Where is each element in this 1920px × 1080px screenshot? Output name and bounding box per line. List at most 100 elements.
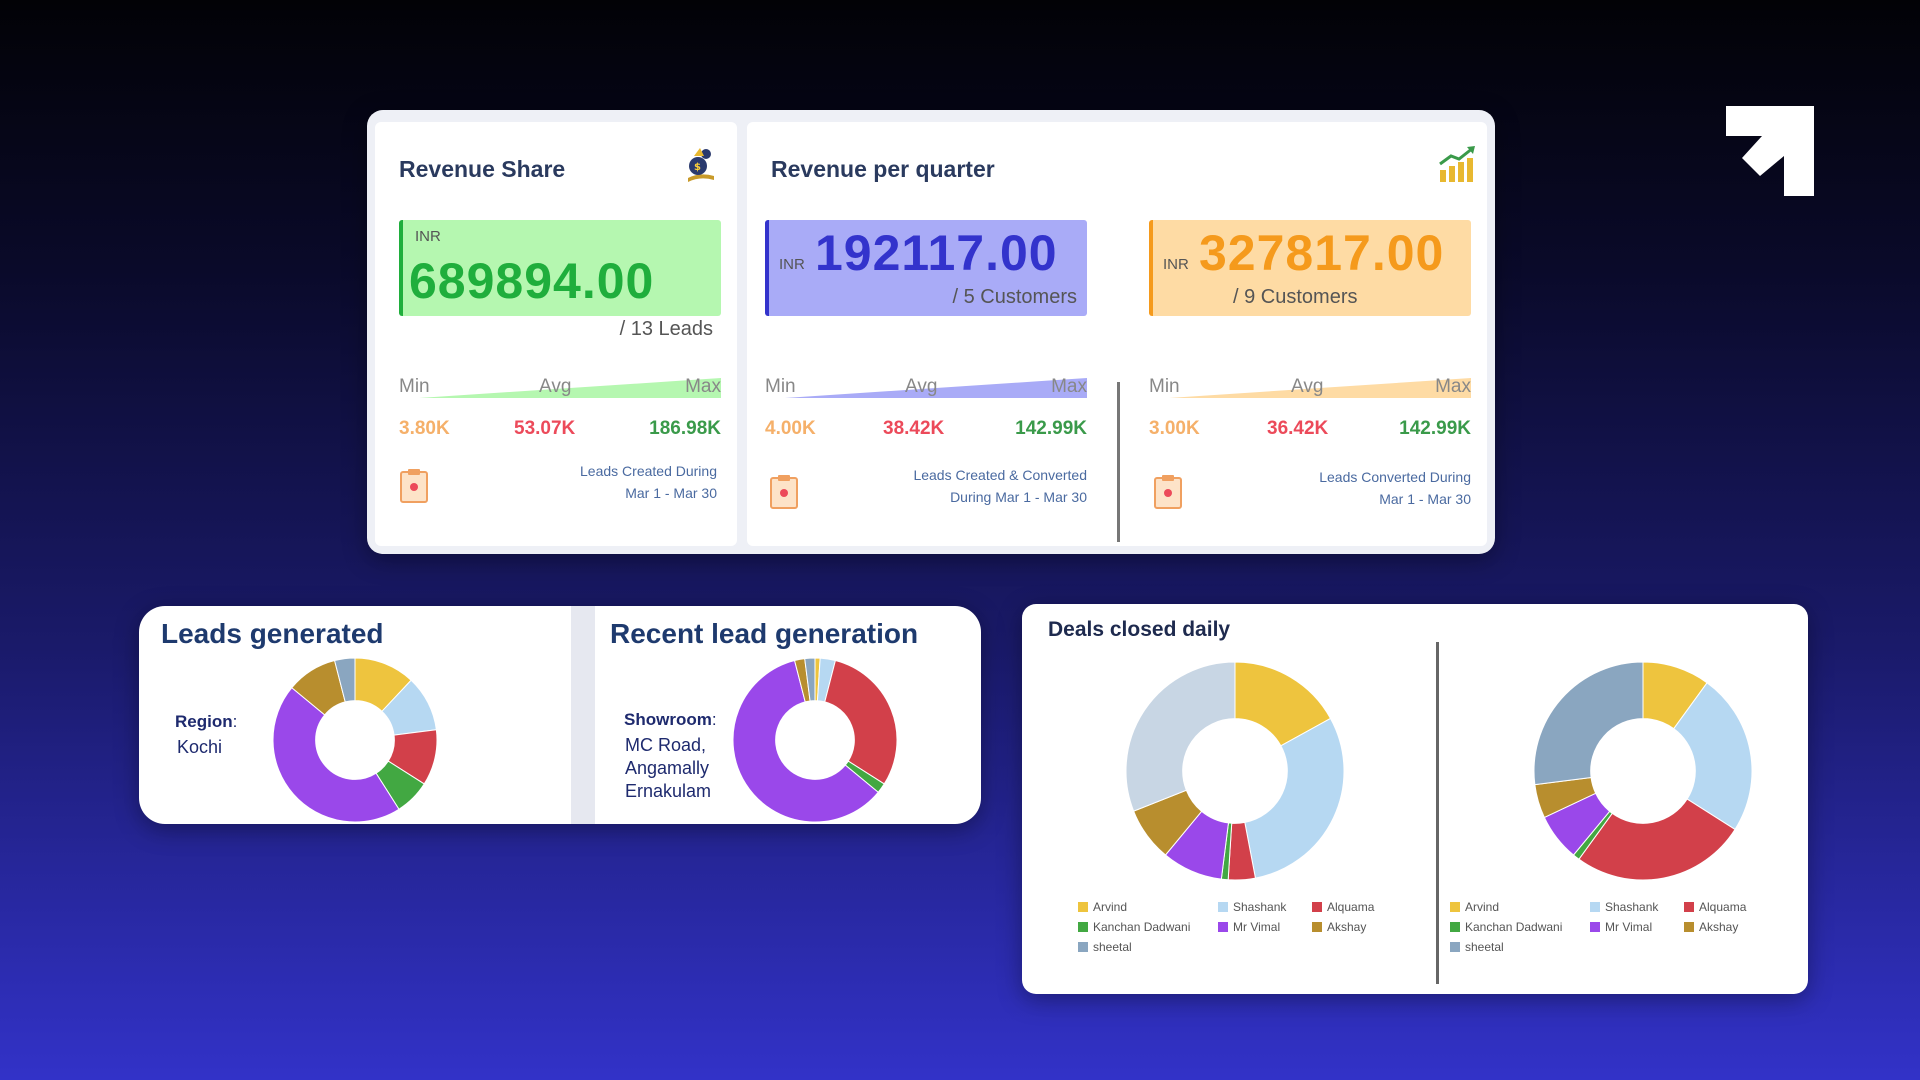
legend-label: Arvind <box>1465 900 1500 914</box>
legend-label: Alquama <box>1699 900 1747 914</box>
currency-label: INR <box>1163 256 1189 273</box>
quarter-kpi-right: INR 327817.00 / 9 Customers <box>1149 220 1471 316</box>
quarter-right-amount: 327817.00 <box>1199 225 1445 281</box>
note-line-2: Mar 1 - Mar 30 <box>1379 491 1471 507</box>
min-avg-max-range: Min Avg Max <box>1149 374 1471 404</box>
colon-separator: : <box>232 712 238 731</box>
revenue-quarter-title: Revenue per quarter <box>771 156 995 182</box>
legend-item-kanchan-dadwani: Kanchan Dadwani <box>1450 920 1562 934</box>
note-line-1: Leads Created During <box>580 463 717 479</box>
legend-item-alquama: Alquama <box>1312 900 1374 914</box>
brand-logo-icon <box>1726 106 1814 196</box>
legend-swatch <box>1684 902 1694 912</box>
legend-swatch <box>1312 902 1322 912</box>
legend-swatch <box>1312 922 1322 932</box>
quarter-right-customers: / 9 Customers <box>1233 286 1358 308</box>
leads-separator <box>571 606 595 824</box>
showroom-line: MC Road, <box>625 735 707 755</box>
svg-text:$: $ <box>694 162 701 173</box>
avg-label: Avg <box>905 376 938 397</box>
min-value: 3.80K <box>399 418 450 439</box>
legend-label: Kanchan Dadwani <box>1093 920 1191 934</box>
revenue-share-card: Revenue Share $ INR 689894.00 / 13 Leads… <box>375 122 737 546</box>
legend-swatch <box>1078 922 1088 932</box>
legend-label: Akshay <box>1327 920 1367 934</box>
range-values: 3.00K 36.42K 142.99K <box>1149 418 1471 444</box>
revenue-share-amount: 689894.00 <box>409 253 655 309</box>
clipboard-icon <box>400 469 428 503</box>
min-avg-max-range: Min Avg Max <box>765 374 1087 404</box>
max-label: Max <box>1435 376 1471 397</box>
max-value: 142.99K <box>1399 418 1471 439</box>
range-values: 4.00K 38.42K 142.99K <box>765 418 1087 444</box>
legend-swatch <box>1078 942 1088 952</box>
donut-slice-sheetal <box>1125 661 1236 812</box>
legend-item-shashank: Shashank <box>1218 900 1286 914</box>
vertical-divider <box>1436 642 1439 984</box>
recent-lead-generation-title: Recent lead generation <box>610 618 919 649</box>
min-avg-max-range: Min Avg Max <box>399 374 721 404</box>
leads-created-note: Leads Created During Mar 1 - Mar 30 <box>580 460 717 504</box>
avg-value: 38.42K <box>883 418 945 439</box>
region-info: Region: <box>175 712 237 732</box>
clipboard-icon <box>770 475 798 509</box>
avg-label: Avg <box>1291 376 1324 397</box>
leads-generated-title: Leads generated <box>161 618 384 649</box>
donut-slice-shashank <box>1673 682 1753 831</box>
bar-chart-growth-icon <box>1439 146 1475 182</box>
legend-item-sheetal: sheetal <box>1078 940 1132 954</box>
colon-separator: : <box>711 710 717 729</box>
legend-label: Arvind <box>1093 900 1128 914</box>
legend-item-arvind: Arvind <box>1450 900 1499 914</box>
showroom-info: Showroom: <box>624 710 717 730</box>
showroom-line: Angamally <box>625 758 710 778</box>
legend-swatch <box>1450 942 1460 952</box>
leads-generated-donut <box>272 657 438 823</box>
note-line-1: Leads Created & Converted <box>913 467 1087 483</box>
quarter-left-customers: / 5 Customers <box>952 286 1077 308</box>
leads-converted-note: Leads Converted During Mar 1 - Mar 30 <box>1251 466 1471 510</box>
legend-item-akshay: Akshay <box>1312 920 1366 934</box>
legend-item-kanchan-dadwani: Kanchan Dadwani <box>1078 920 1190 934</box>
legend-item-akshay: Akshay <box>1684 920 1738 934</box>
revenue-share-title: Revenue Share <box>399 156 566 182</box>
deals-donut-left <box>1125 661 1345 881</box>
money-bag-icon: $ <box>688 148 714 182</box>
deals-closed-title: Deals closed daily <box>1048 618 1231 641</box>
currency-label: INR <box>415 228 441 245</box>
vertical-divider <box>1117 382 1120 542</box>
note-line-2: During Mar 1 - Mar 30 <box>950 489 1087 505</box>
donut-slice-sheetal <box>1533 661 1644 786</box>
deals-closed-panel: Deals closed daily Arvind Shashank Alquama… <box>1022 604 1808 994</box>
leads-converted-note: Leads Created & Converted During Mar 1 -… <box>867 464 1087 508</box>
legend-label: sheetal <box>1465 940 1504 954</box>
legend-label: Alquama <box>1327 900 1375 914</box>
avg-value: 36.42K <box>1267 418 1329 439</box>
min-label: Min <box>765 376 796 397</box>
donut-slice-sheetal <box>333 657 356 703</box>
legend-swatch <box>1590 922 1600 932</box>
donut-slice-sheetal <box>804 657 816 702</box>
max-label: Max <box>1051 376 1087 397</box>
legend-swatch <box>1590 902 1600 912</box>
quarter-left-amount: 192117.00 <box>815 225 1058 281</box>
min-label: Min <box>1149 376 1180 397</box>
legend-item-mr-vimal: Mr Vimal <box>1218 920 1280 934</box>
max-value: 186.98K <box>649 418 721 439</box>
legend-swatch <box>1450 902 1460 912</box>
revenue-share-leads: / 13 Leads <box>619 318 713 340</box>
legend-item-shashank: Shashank <box>1590 900 1658 914</box>
deals-legend-right: Arvind Shashank Alquama Kanchan Dadwani Mr V… <box>1450 900 1790 960</box>
donut-slice-mr-vimal <box>272 687 400 823</box>
deals-legend-left: Arvind Shashank Alquama Kanchan Dadwani Mr V… <box>1078 900 1418 960</box>
legend-label: Mr Vimal <box>1233 920 1281 934</box>
donut-slice-alquama <box>824 659 898 785</box>
range-wedge <box>785 378 1087 398</box>
currency-label: INR <box>779 256 805 273</box>
revenue-quarter-card: Revenue per quarter INR 192117.00 / 5 Cu… <box>747 122 1487 546</box>
legend-label: sheetal <box>1093 940 1132 954</box>
leads-panel: Leads generated Region: Kochi Recent lea… <box>139 606 981 824</box>
range-values: 3.80K 53.07K 186.98K <box>399 418 721 444</box>
region-line: Kochi <box>177 737 223 757</box>
range-wedge <box>1169 378 1471 398</box>
